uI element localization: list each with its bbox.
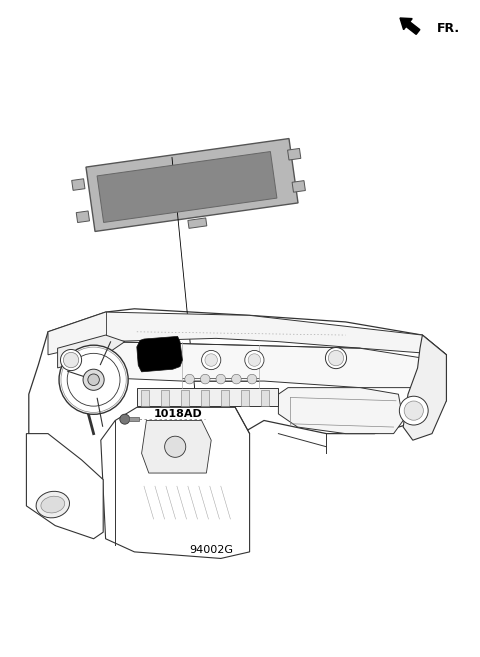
Polygon shape [72, 179, 85, 191]
Polygon shape [403, 335, 446, 440]
Polygon shape [278, 388, 403, 434]
Polygon shape [26, 434, 103, 539]
Bar [181, 390, 190, 406]
Circle shape [202, 350, 221, 370]
Circle shape [247, 374, 257, 384]
Ellipse shape [36, 491, 70, 518]
Circle shape [63, 352, 79, 368]
Circle shape [165, 436, 186, 457]
Bar [221, 390, 229, 406]
Circle shape [88, 374, 99, 386]
Bar [129, 417, 139, 421]
Polygon shape [29, 309, 446, 480]
Circle shape [232, 374, 241, 384]
Bar [262, 390, 269, 406]
Circle shape [200, 374, 210, 384]
Polygon shape [76, 211, 89, 223]
Polygon shape [86, 139, 298, 231]
Circle shape [59, 345, 128, 415]
Polygon shape [288, 148, 301, 160]
Polygon shape [48, 312, 446, 355]
Polygon shape [97, 152, 277, 223]
Polygon shape [142, 420, 211, 473]
Circle shape [120, 414, 130, 424]
Polygon shape [188, 218, 207, 229]
Circle shape [399, 396, 428, 425]
Circle shape [325, 348, 347, 369]
Circle shape [248, 354, 261, 366]
Polygon shape [137, 388, 278, 406]
Bar [161, 390, 169, 406]
Circle shape [185, 374, 194, 384]
Bar [241, 390, 250, 406]
Circle shape [245, 350, 264, 370]
Polygon shape [106, 342, 422, 388]
Circle shape [216, 374, 226, 384]
Circle shape [83, 369, 104, 390]
Circle shape [404, 401, 423, 420]
Text: 94002G: 94002G [189, 545, 233, 555]
Ellipse shape [41, 496, 65, 513]
Polygon shape [101, 407, 250, 558]
Text: 1018AD: 1018AD [153, 409, 202, 419]
Polygon shape [137, 336, 182, 372]
Polygon shape [292, 181, 305, 193]
Circle shape [205, 354, 217, 366]
Circle shape [67, 353, 120, 406]
Circle shape [328, 350, 344, 366]
Bar [142, 390, 149, 406]
Text: FR.: FR. [437, 22, 460, 35]
FancyArrow shape [400, 18, 420, 34]
Polygon shape [58, 335, 125, 368]
Bar [202, 390, 209, 406]
Circle shape [60, 350, 82, 371]
